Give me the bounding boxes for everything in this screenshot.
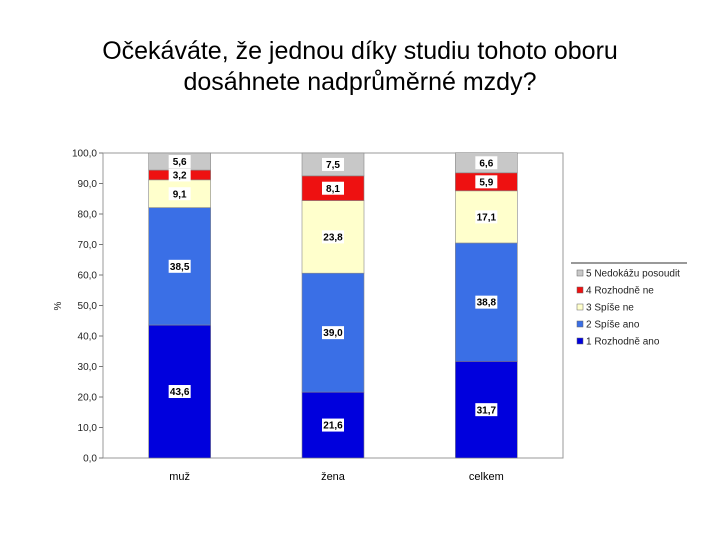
data-label: 17,1 xyxy=(477,212,497,223)
chart-data-labels: 43,6 38,5 9,1 3,2 5,6 21,6 39,0 23,8 8,1 7,5 31,7 3… xyxy=(168,155,498,432)
legend-swatch xyxy=(576,269,584,277)
y-tick-label: 40,0 xyxy=(78,332,98,343)
y-tick-label: 80,0 xyxy=(78,210,98,221)
legend-entry: 3 Spíše ne xyxy=(586,303,634,314)
y-tick-label: 10,0 xyxy=(78,423,98,434)
y-tick-label: 100,0 xyxy=(72,149,97,160)
data-label: 39,0 xyxy=(323,328,343,339)
chart-bars xyxy=(148,152,518,459)
data-label-box xyxy=(322,181,344,195)
data-label-box xyxy=(475,156,498,170)
data-label-box xyxy=(475,295,498,309)
data-label: 43,6 xyxy=(170,387,190,398)
legend-entry: 5 Nedokážu posoudit xyxy=(586,269,680,280)
data-label-box xyxy=(168,385,191,399)
legend-swatch xyxy=(576,320,584,328)
data-label: 3,2 xyxy=(173,171,187,182)
y-tick-label: 60,0 xyxy=(78,271,98,282)
chart-title: Očekáváte, že jednou díky studiu tohoto … xyxy=(0,36,720,98)
chart-title-line-2: dosáhnete nadprůměrné mzdy? xyxy=(183,68,537,96)
data-label: 23,8 xyxy=(323,232,343,243)
data-label: 7,5 xyxy=(326,160,340,171)
data-label: 5,6 xyxy=(173,157,187,168)
data-label-box xyxy=(168,168,191,182)
y-tick-label: 0,0 xyxy=(83,454,97,465)
legend-entry: 4 Rozhodně ne xyxy=(586,286,654,297)
data-label-box xyxy=(475,175,498,189)
data-label: 21,6 xyxy=(323,421,343,432)
data-label-box xyxy=(475,210,498,224)
legend-swatch xyxy=(576,337,584,345)
legend-swatch xyxy=(576,286,584,294)
chart-axes: 0,0 10,0 20,0 30,0 40,0 50,0 60,0 70,0 80,0 90,0 1… xyxy=(53,149,564,483)
y-tick-label: 90,0 xyxy=(78,179,98,190)
data-label-box xyxy=(322,157,344,171)
x-category-label: celkem xyxy=(469,471,504,483)
data-label-box xyxy=(322,418,344,432)
y-tick-label: 70,0 xyxy=(78,240,98,251)
data-label: 31,7 xyxy=(477,405,497,416)
y-tick-label: 50,0 xyxy=(78,301,98,312)
data-label: 5,9 xyxy=(479,177,493,188)
data-label-box xyxy=(168,259,191,273)
data-label: 6,6 xyxy=(479,158,493,169)
data-label-box xyxy=(322,230,344,244)
data-label: 38,5 xyxy=(170,262,190,273)
data-label: 38,8 xyxy=(477,298,497,309)
data-label: 8,1 xyxy=(326,184,340,195)
y-axis-label: % xyxy=(53,301,64,310)
data-label-box xyxy=(322,326,344,340)
y-tick-label: 30,0 xyxy=(78,362,98,373)
data-label-box xyxy=(168,187,191,201)
chart-legend: 5 Nedokážu posoudit 4 Rozhodně ne 3 Spíše … xyxy=(571,262,687,348)
legend-entry: 2 Spíše ano xyxy=(586,320,640,331)
x-category-label: žena xyxy=(321,471,346,483)
legend-swatch xyxy=(576,303,584,311)
chart-title-line-1: Očekáváte, že jednou díky studiu tohoto … xyxy=(102,37,618,65)
y-tick-label: 20,0 xyxy=(78,393,98,404)
legend-entry: 1 Rozhodně ano xyxy=(586,337,660,348)
x-category-label: muž xyxy=(169,471,190,483)
data-label-box xyxy=(475,403,498,417)
data-label: 9,1 xyxy=(173,189,187,200)
data-label-box xyxy=(168,155,191,169)
